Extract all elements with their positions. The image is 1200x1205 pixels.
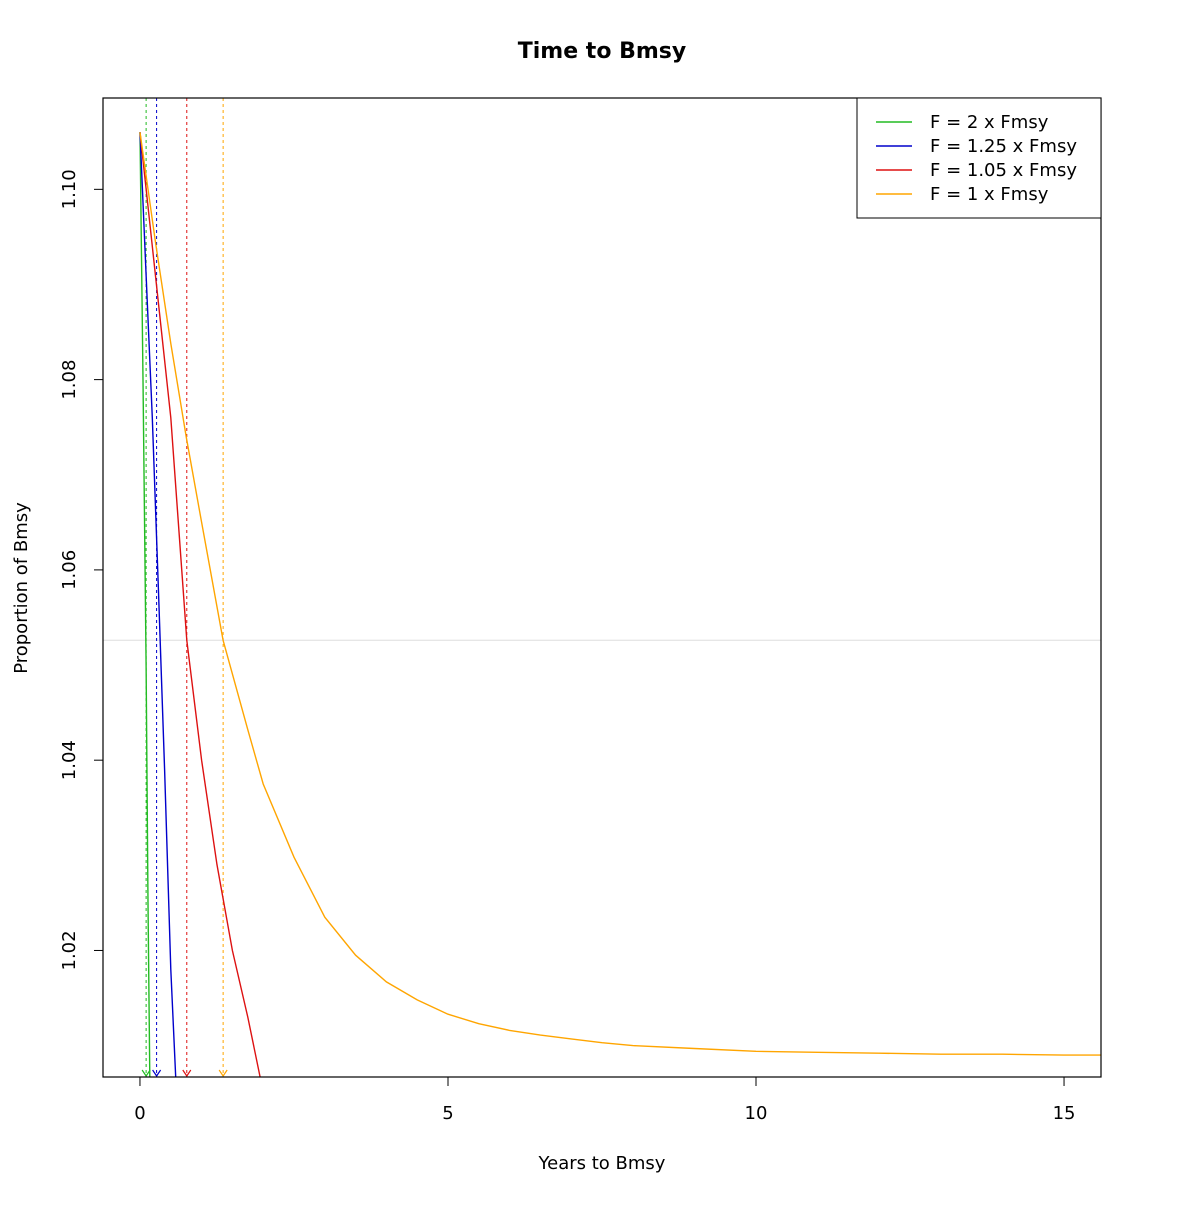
x-tick-label: 5 xyxy=(442,1103,453,1124)
legend-label-3: F = 1 x Fmsy xyxy=(930,184,1049,205)
y-tick-label: 1.10 xyxy=(59,169,80,209)
series-bottom-marker-2 xyxy=(182,1069,192,1078)
y-tick-label: 1.04 xyxy=(59,740,80,780)
series-line-3 xyxy=(139,132,1101,1056)
marker-layer xyxy=(141,1069,228,1078)
series-bottom-marker-1 xyxy=(152,1069,162,1078)
y-tick-label: 1.02 xyxy=(59,930,80,970)
chart-title: Time to Bmsy xyxy=(518,39,686,64)
legend-box xyxy=(856,97,1102,219)
y-tick-label: 1.06 xyxy=(59,550,80,590)
x-tick-label: 0 xyxy=(134,1103,145,1124)
series-layer xyxy=(139,132,1101,1077)
x-tick-label: 15 xyxy=(1053,1103,1076,1124)
legend-label-0: F = 2 x Fmsy xyxy=(930,112,1049,133)
y-axis-label: Proportion of Bmsy xyxy=(11,502,32,674)
y-axis: 1.02 1.04 1.06 1.08 1.10 xyxy=(59,169,103,971)
series-bottom-marker-3 xyxy=(218,1069,228,1078)
series-bottom-marker-0 xyxy=(141,1069,151,1078)
legend-label-2: F = 1.05 x Fmsy xyxy=(930,160,1077,181)
x-axis-label: Years to Bmsy xyxy=(538,1153,666,1174)
series-line-0 xyxy=(139,132,151,1077)
plot-frame xyxy=(102,97,1102,1078)
series-line-2 xyxy=(139,132,261,1077)
legend: F = 2 x Fmsy F = 1.25 x Fmsy F = 1.05 x Fm… xyxy=(856,97,1102,219)
legend-label-1: F = 1.25 x Fmsy xyxy=(930,136,1077,157)
x-axis: 0 5 10 15 xyxy=(134,1076,1076,1124)
y-tick-label: 1.08 xyxy=(59,360,80,400)
x-tick-label: 10 xyxy=(745,1103,768,1124)
series-line-1 xyxy=(139,132,177,1077)
